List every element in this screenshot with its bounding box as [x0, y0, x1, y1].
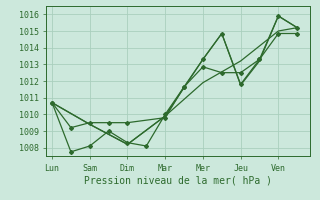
X-axis label: Pression niveau de la mer( hPa ): Pression niveau de la mer( hPa ) — [84, 175, 272, 185]
